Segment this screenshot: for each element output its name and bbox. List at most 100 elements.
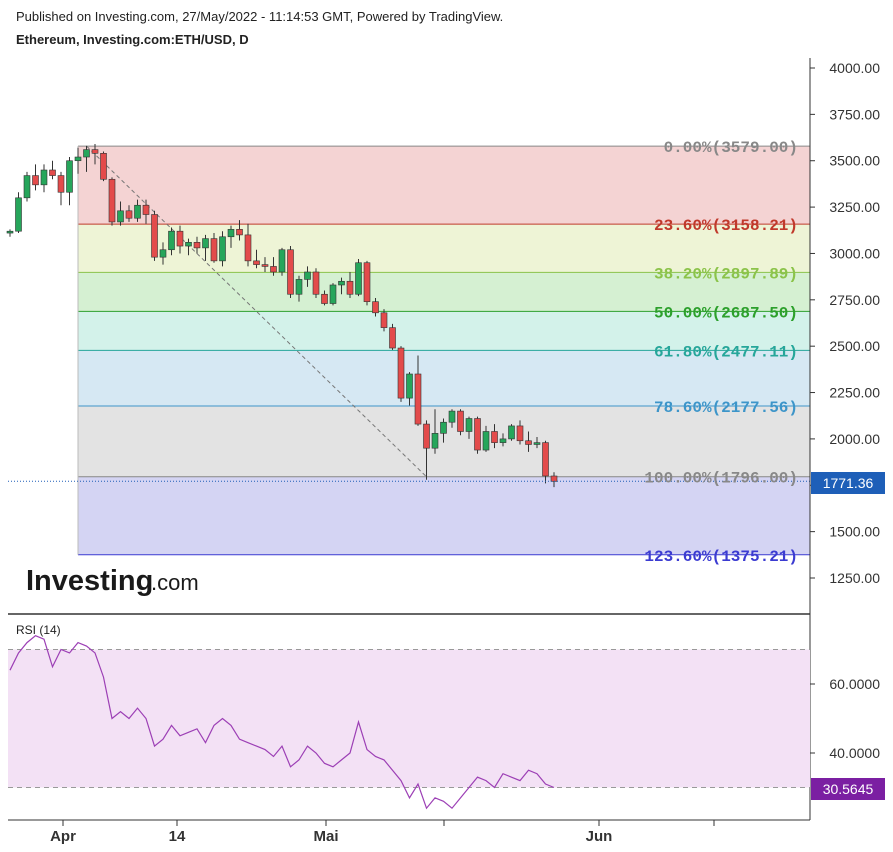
candle-body bbox=[491, 431, 498, 443]
candle-body bbox=[372, 301, 379, 314]
candle-body bbox=[244, 234, 252, 262]
fibonacci-zones bbox=[78, 146, 810, 555]
candle-body bbox=[516, 425, 524, 442]
fib-zone bbox=[78, 311, 810, 351]
candle-body bbox=[499, 438, 507, 443]
investing-logo: Investing .com bbox=[26, 565, 199, 597]
price-axis: 4000.00 3750.00 3500.00 3250.00 3000.00 2750.… bbox=[810, 60, 880, 586]
candle-body bbox=[525, 440, 532, 445]
candle-body bbox=[482, 431, 490, 451]
fib-zone bbox=[78, 146, 810, 225]
price-tick-label: 3000.00 bbox=[829, 245, 880, 261]
time-tick-label: Jun bbox=[586, 828, 613, 845]
last-price-badge bbox=[811, 472, 885, 494]
candle-body bbox=[329, 284, 337, 304]
candle-body bbox=[15, 197, 22, 232]
candle-body bbox=[142, 204, 150, 215]
candle-body bbox=[83, 149, 90, 158]
candle-body bbox=[295, 279, 303, 295]
candle-body bbox=[23, 175, 31, 199]
candle-body bbox=[168, 230, 175, 251]
price-tick-label: 1250.00 bbox=[829, 570, 880, 586]
time-tick-label: Apr bbox=[50, 828, 76, 845]
fib-level-label: 38.20%(2897.89) bbox=[654, 265, 798, 283]
time-tick-label: 14 bbox=[169, 828, 186, 845]
candle-body bbox=[40, 169, 48, 186]
fib-level-label: 0.00%(3579.00) bbox=[664, 139, 798, 157]
candle-body bbox=[253, 260, 260, 265]
candle-body bbox=[380, 312, 388, 328]
candle-body bbox=[397, 347, 405, 399]
candle-body bbox=[448, 410, 456, 423]
candle-body bbox=[125, 210, 133, 219]
candle-body bbox=[465, 418, 473, 432]
candle-body bbox=[108, 178, 116, 223]
candle-body bbox=[440, 421, 447, 434]
fib-zone bbox=[78, 224, 810, 273]
fib-level-label: 100.00%(1796.00) bbox=[644, 470, 798, 488]
candle-body bbox=[270, 266, 277, 273]
candle-body bbox=[508, 425, 515, 440]
candlestick-series bbox=[6, 144, 558, 488]
fib-level-label: 50.00%(2687.50) bbox=[654, 304, 798, 322]
candle-body bbox=[542, 442, 549, 477]
candle-body bbox=[261, 264, 269, 267]
published-info: Published on Investing.com, 27/May/2022 … bbox=[16, 9, 504, 24]
price-tick-label: 3250.00 bbox=[829, 199, 880, 215]
fibonacci-labels: 0.00%(3579.00) 23.60%(3158.21) 38.20%(2897… bbox=[644, 139, 798, 566]
rsi-title: RSI (14) bbox=[16, 623, 61, 637]
candle-body bbox=[406, 373, 413, 399]
rsi-tick-label: 40.0000 bbox=[829, 745, 880, 761]
candle-body bbox=[287, 249, 294, 295]
candle-body bbox=[57, 175, 65, 193]
fib-zone bbox=[78, 350, 810, 406]
candle-body bbox=[176, 230, 184, 247]
candle-body bbox=[74, 156, 82, 162]
fib-zone bbox=[78, 476, 810, 555]
rsi-line bbox=[9, 635, 555, 810]
rsi-value-badge bbox=[811, 778, 885, 800]
price-tick-label: 2250.00 bbox=[829, 385, 880, 401]
fib-zone bbox=[78, 272, 810, 312]
candle-body bbox=[159, 249, 167, 258]
candle-body bbox=[474, 418, 481, 451]
candle-body bbox=[193, 242, 201, 249]
time-axis: Apr 14 Mai Jun bbox=[50, 820, 715, 845]
rsi-tick-label: 60.0000 bbox=[829, 676, 880, 692]
price-tick-label: 1500.00 bbox=[829, 524, 880, 540]
fib-level-label: 61.80%(2477.11) bbox=[654, 343, 798, 361]
rsi-value-label: 30.5645 bbox=[823, 781, 874, 797]
logo-brand: Investing bbox=[26, 565, 153, 597]
candle-body bbox=[210, 238, 218, 262]
candle-body bbox=[278, 249, 286, 273]
candle-body bbox=[346, 280, 354, 295]
candle-body bbox=[32, 175, 39, 186]
candle-body bbox=[91, 149, 99, 154]
candle-body bbox=[338, 280, 345, 286]
price-tick-label: 3500.00 bbox=[829, 153, 880, 169]
rsi-axis: 60.0000 40.0000 bbox=[810, 676, 880, 761]
fib-level-label: 23.60%(3158.21) bbox=[654, 217, 798, 235]
price-tick-label: 4000.00 bbox=[829, 60, 880, 76]
price-tick-label: 3750.00 bbox=[829, 106, 880, 122]
rsi-band bbox=[8, 649, 810, 788]
candle-body bbox=[550, 475, 558, 482]
candle-body bbox=[431, 433, 439, 449]
candle-body bbox=[202, 238, 209, 249]
candle-body bbox=[6, 230, 14, 234]
fibonacci-levels bbox=[77, 145, 810, 556]
candle-body bbox=[134, 204, 141, 219]
candle-body bbox=[533, 442, 541, 445]
price-tick-label: 2750.00 bbox=[829, 292, 880, 308]
candle-body bbox=[321, 293, 328, 304]
candle-body bbox=[414, 373, 422, 425]
fib-level-label: 78.60%(2177.56) bbox=[654, 399, 798, 417]
fib-level-label: 123.60%(1375.21) bbox=[644, 548, 798, 566]
candle-body bbox=[66, 160, 73, 193]
symbol-title: Ethereum, Investing.com:ETH/USD, D bbox=[16, 32, 249, 47]
fibonacci-trend-line bbox=[86, 145, 427, 478]
candle-body bbox=[100, 153, 107, 180]
candle-body bbox=[227, 229, 235, 238]
time-tick-label: Mai bbox=[313, 828, 338, 845]
